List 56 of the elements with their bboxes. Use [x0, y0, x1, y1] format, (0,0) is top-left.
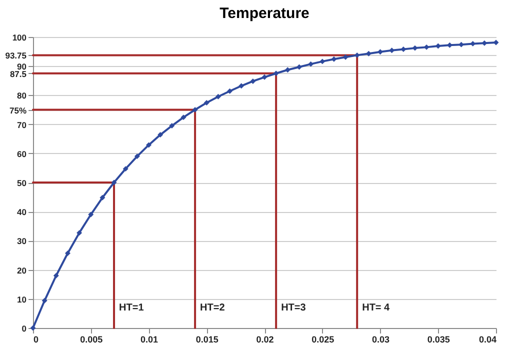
- y-tick-label: 40: [17, 207, 27, 218]
- point: [412, 45, 418, 51]
- point: [192, 107, 198, 112]
- annotation: HT=1: [119, 302, 144, 314]
- point: [308, 61, 314, 67]
- point: [53, 272, 59, 278]
- point: [227, 88, 233, 94]
- x-tick-label: 0.01: [140, 334, 158, 344]
- annotation: HT=3: [281, 302, 306, 314]
- chart-title: Temperature: [220, 5, 310, 22]
- point: [204, 100, 210, 106]
- x-tick-label: 0.025: [312, 334, 334, 344]
- y-tick-label: 30: [17, 236, 27, 246]
- y-tick-label: 75%: [9, 105, 27, 116]
- point: [169, 123, 175, 128]
- point: [262, 74, 268, 80]
- annotation: HT=2: [200, 302, 226, 314]
- y-tick-label: 100: [12, 32, 27, 42]
- x-tick-label: 0.02: [256, 334, 274, 344]
- point: [111, 180, 117, 186]
- point: [250, 78, 256, 84]
- point: [238, 83, 244, 89]
- point: [378, 49, 383, 55]
- point: [493, 40, 499, 46]
- annotation: HT= 4: [362, 302, 390, 314]
- point: [134, 154, 140, 160]
- x-tick-label: 0.015: [196, 334, 218, 344]
- point: [88, 212, 94, 218]
- point: [122, 166, 128, 172]
- y-tick-label: 80: [17, 90, 27, 101]
- point: [273, 70, 279, 76]
- point: [158, 132, 164, 138]
- point: [331, 56, 337, 62]
- x-tick-label: 0.03: [372, 334, 390, 344]
- y-tick-label: 20: [17, 265, 27, 276]
- y-tick-label: 70: [17, 120, 27, 130]
- y-tick-label: 0: [22, 324, 27, 334]
- point: [180, 114, 186, 120]
- point: [354, 52, 360, 58]
- point: [215, 94, 221, 100]
- y-tick-label: 60: [17, 148, 27, 159]
- point: [320, 58, 326, 64]
- x-tick-label: 0.035: [427, 334, 450, 344]
- x-tick-label: 0: [34, 334, 39, 344]
- y-tick-label: 50: [17, 178, 27, 188]
- point: [42, 298, 48, 304]
- point: [296, 64, 302, 70]
- point: [100, 194, 106, 200]
- x-tick-label: 0.005: [80, 334, 103, 344]
- point: [64, 250, 70, 256]
- y-tick-label: 93.75: [5, 50, 27, 61]
- point: [284, 67, 290, 73]
- y-tick-label: 10: [17, 294, 27, 304]
- point: [146, 142, 152, 148]
- x-tick-label: 0.04: [478, 334, 496, 344]
- point: [76, 230, 82, 236]
